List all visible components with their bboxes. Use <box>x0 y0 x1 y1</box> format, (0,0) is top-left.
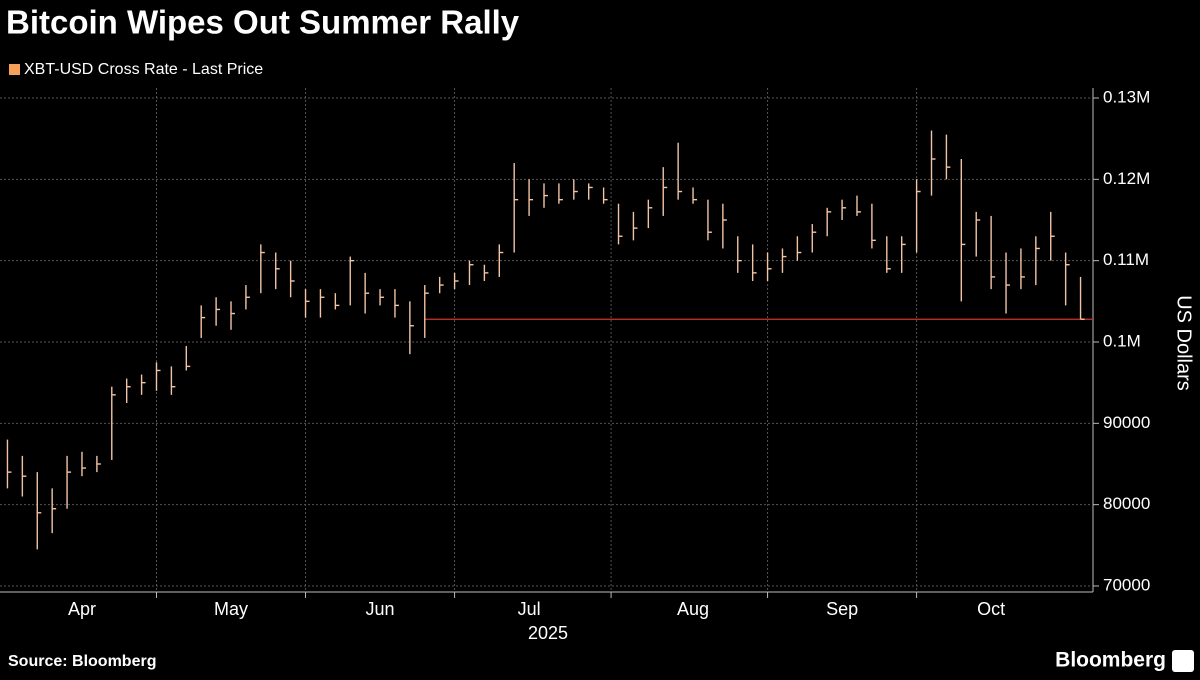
x-axis-year: 2025 <box>528 623 568 643</box>
brand-icon <box>1172 650 1194 672</box>
y-tick-label: 80000 <box>1103 494 1150 513</box>
x-tick-label: Oct <box>977 599 1005 619</box>
brand-logo: Bloomberg <box>1055 649 1166 672</box>
x-tick-label: May <box>214 599 248 619</box>
chart-title: Bitcoin Wipes Out Summer Rally <box>6 4 520 41</box>
y-tick-label: 0.11M <box>1103 250 1149 269</box>
x-tick-label: Jun <box>366 599 395 619</box>
x-tick-label: Aug <box>677 599 709 619</box>
legend-swatch <box>9 64 20 75</box>
y-tick-label: 0.13M <box>1103 87 1150 106</box>
y-tick-label: 0.12M <box>1103 169 1150 188</box>
y-tick-label: 90000 <box>1103 413 1150 432</box>
y-tick-label: 0.1M <box>1103 331 1141 350</box>
legend-label: XBT-USD Cross Rate - Last Price <box>24 61 263 78</box>
x-tick-label: Apr <box>68 599 96 619</box>
y-tick-label: 70000 <box>1103 575 1150 594</box>
x-tick-label: Sep <box>826 599 858 619</box>
x-tick-label: Jul <box>518 599 541 619</box>
source-note: Source: Bloomberg <box>8 653 156 670</box>
y-axis-title: US Dollars <box>1173 295 1195 391</box>
